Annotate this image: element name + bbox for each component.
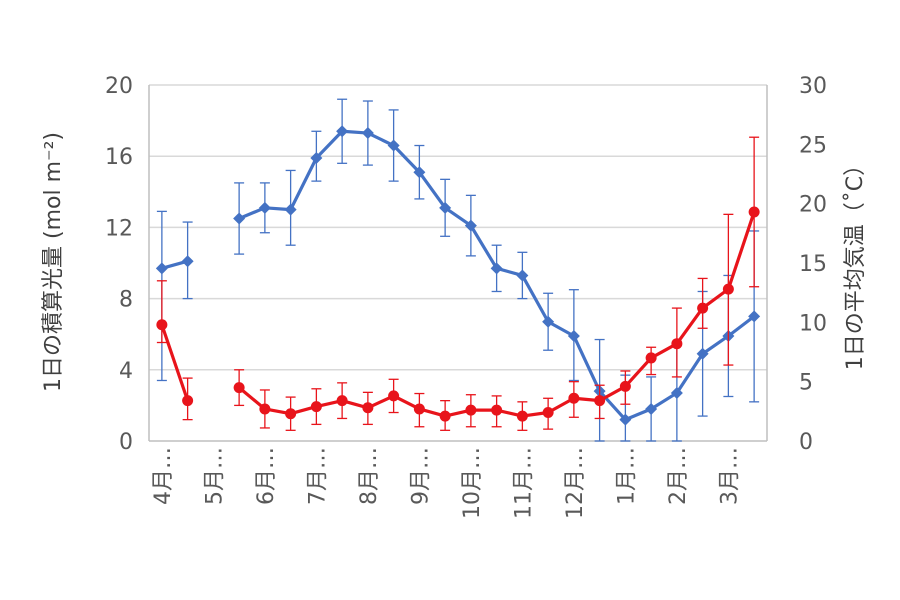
- left-tick-label: 12: [105, 216, 133, 241]
- x-tick-label: 1月…: [614, 447, 639, 505]
- data-point: [722, 283, 734, 295]
- x-axis-ticks: 4月… 5月… 6月… 7月… 8月… 9月… 10月… 11月… 12月… 1月… 2月… 3月…: [151, 447, 743, 519]
- data-point: [388, 390, 400, 402]
- left-axis-ticks: 0 4 8 12 16 20: [105, 74, 133, 455]
- data-point: [181, 255, 194, 268]
- data-point: [542, 407, 554, 419]
- data-point: [671, 338, 683, 350]
- right-tick-label: 30: [799, 74, 827, 99]
- data-point: [645, 402, 658, 415]
- series-line: [160, 324, 190, 402]
- data-point: [336, 125, 349, 138]
- data-point: [439, 201, 452, 214]
- data-point: [233, 382, 245, 394]
- data-point: [413, 403, 425, 415]
- right-tick-label: 0: [799, 430, 813, 455]
- left-tick-label: 16: [105, 145, 133, 170]
- data-point: [233, 212, 246, 225]
- data-point: [361, 127, 374, 140]
- data-point: [258, 201, 271, 214]
- right-axis-ticks: 0 5 10 15 20 25 30: [799, 74, 827, 455]
- right-tick-label: 20: [799, 193, 827, 218]
- x-tick-label: 5月…: [202, 447, 227, 505]
- x-tick-label: 10月…: [460, 447, 485, 519]
- data-point: [619, 413, 632, 426]
- data-point: [465, 404, 477, 416]
- left-tick-label: 8: [119, 288, 133, 313]
- data-point: [568, 392, 580, 404]
- data-point: [464, 219, 477, 232]
- gridlines: [149, 84, 767, 371]
- x-tick-label: 11月…: [511, 447, 536, 519]
- right-tick-label: 5: [799, 371, 813, 396]
- data-point: [567, 329, 580, 342]
- right-tick-label: 10: [799, 311, 827, 336]
- data-point: [516, 269, 529, 282]
- data-point: [413, 166, 426, 179]
- data-point: [182, 395, 194, 407]
- data-point: [362, 402, 374, 414]
- axes: [148, 85, 768, 442]
- data-point: [697, 302, 709, 314]
- data-point: [387, 139, 400, 152]
- x-tick-label: 8月…: [357, 447, 382, 505]
- left-axis-title: 1日の積算光量 (mol m⁻²): [41, 132, 66, 392]
- data-point: [670, 386, 683, 399]
- data-point: [490, 262, 503, 275]
- series-2: [156, 136, 760, 431]
- right-axis-title: 1日の平均気温（˚C）: [843, 154, 868, 370]
- data-point: [594, 395, 606, 407]
- left-tick-label: 4: [119, 359, 133, 384]
- x-tick-label: 7月…: [305, 447, 330, 505]
- data-point: [542, 315, 555, 328]
- left-tick-label: 20: [105, 74, 133, 99]
- data-point: [285, 408, 297, 420]
- left-tick-label: 0: [119, 430, 133, 455]
- right-tick-label: 25: [799, 133, 827, 158]
- x-tick-label: 2月…: [666, 447, 691, 505]
- series-1: [155, 98, 761, 442]
- x-tick-label: 12月…: [563, 447, 588, 519]
- data-point: [310, 401, 322, 413]
- data-point: [439, 410, 451, 422]
- data-point: [696, 347, 709, 360]
- data-point: [619, 380, 631, 392]
- data-point: [156, 319, 168, 331]
- data-point: [155, 262, 168, 275]
- right-tick-label: 15: [799, 252, 827, 277]
- data-point: [645, 352, 657, 364]
- plot-series: [155, 98, 761, 442]
- data-point: [748, 310, 761, 323]
- data-point: [748, 206, 760, 218]
- x-tick-label: 4月…: [151, 447, 176, 505]
- data-point: [491, 404, 503, 416]
- data-point: [310, 151, 323, 164]
- data-point: [284, 203, 297, 216]
- data-point: [259, 403, 271, 415]
- x-tick-label: 3月…: [717, 447, 742, 505]
- data-point: [516, 410, 528, 422]
- data-point: [336, 395, 348, 407]
- x-tick-label: 9月…: [408, 447, 433, 505]
- x-tick-label: 6月…: [254, 447, 279, 505]
